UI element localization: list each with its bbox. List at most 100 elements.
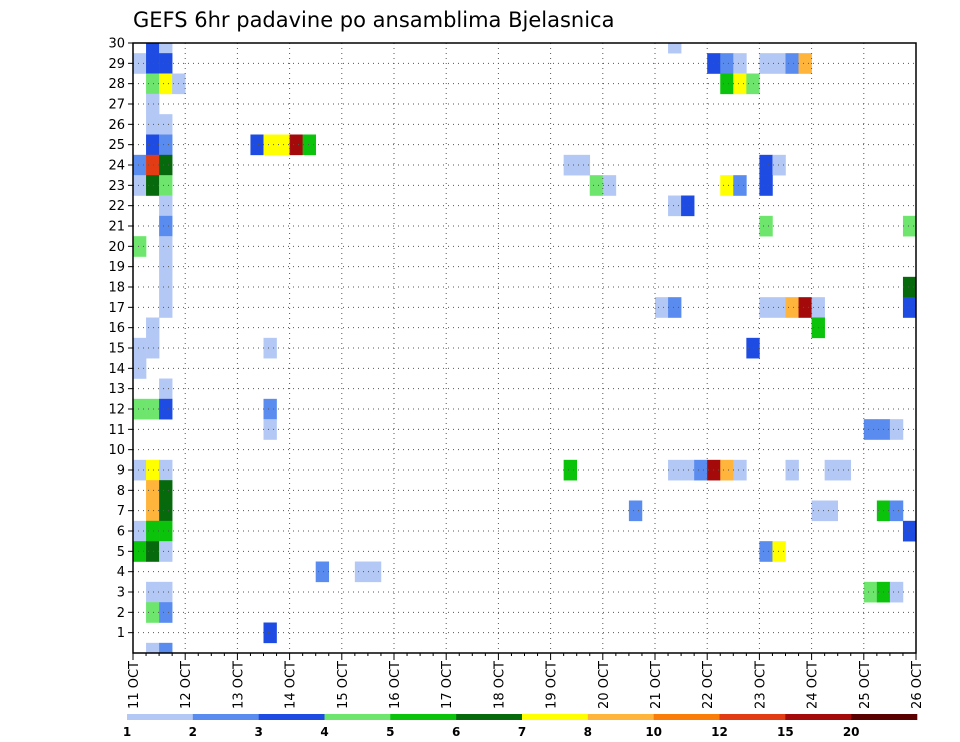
y-axis: 1234567891011121314151617181920212223242… (108, 37, 133, 641)
heatmap-cell (902, 215, 917, 237)
heatmap-cell (146, 175, 160, 196)
heatmap-cell (785, 459, 799, 481)
heatmap-cell (146, 154, 160, 176)
colorbar-label: 5 (386, 725, 394, 739)
heatmap-cell (759, 53, 773, 74)
colorbar-label: 20 (843, 725, 860, 739)
colorbar-swatch (258, 714, 325, 720)
heatmap-cell (785, 53, 799, 74)
colorbar-label: 7 (518, 725, 526, 739)
heatmap-cell (589, 175, 604, 196)
heatmap-cell (759, 541, 773, 562)
heatmap-cell (133, 398, 147, 420)
heatmap-cell (146, 73, 160, 95)
x-tick-label: 24 OCT (806, 661, 821, 709)
heatmap-cell (146, 541, 160, 562)
y-tick-label: 27 (108, 98, 125, 113)
heatmap-cell (133, 154, 147, 176)
heatmap-cell (263, 337, 277, 359)
heatmap-cell (159, 541, 173, 562)
heatmap-cell (902, 276, 917, 298)
heatmap-cell (159, 256, 173, 278)
heatmap-cell (159, 73, 173, 95)
x-tick-label: 20 OCT (597, 661, 612, 709)
chart-title: GEFS 6hr padavine po ansamblima Bjelasni… (133, 8, 614, 32)
heatmap-cell (159, 195, 173, 217)
heatmap-cell (563, 459, 577, 481)
heatmap-cell (772, 541, 786, 562)
heatmap-cell (733, 175, 747, 196)
y-tick-label: 10 (108, 443, 125, 458)
heatmap-cell (668, 297, 682, 318)
heatmap-cell (146, 398, 160, 420)
colorbar-swatch (719, 714, 786, 720)
x-tick-label: 18 OCT (492, 661, 507, 709)
heatmap-cell (354, 561, 369, 583)
y-tick-label: 19 (108, 260, 125, 275)
colorbar-label: 6 (452, 725, 460, 739)
y-tick-label: 6 (117, 525, 125, 540)
heatmap-cell (759, 175, 773, 196)
x-axis: 11 OCT 12 OCT 13 OCT 14 OCT 15 OCT 16 OCT 17 O… (127, 653, 925, 709)
x-tick-label: 23 OCT (753, 661, 768, 709)
heatmap-cell (681, 195, 695, 217)
x-tick-label: 19 OCT (545, 661, 560, 709)
colorbar-label: 8 (584, 725, 592, 739)
x-tick-label: 12 OCT (179, 661, 194, 709)
y-tick-label: 29 (108, 57, 125, 72)
heatmap-cell (668, 195, 682, 217)
heatmap-cell (146, 459, 160, 481)
x-tick-label: 14 OCT (284, 661, 299, 709)
heatmap-cell (655, 297, 669, 318)
heatmap-cell (146, 43, 160, 54)
heatmap-cell (159, 276, 173, 298)
heatmap-cell (159, 297, 173, 318)
colorbar-swatch (653, 714, 720, 720)
heatmap-cell (133, 175, 147, 196)
y-tick-label: 17 (108, 301, 125, 316)
y-tick-label: 13 (108, 382, 125, 397)
heatmap-cell (785, 297, 799, 318)
y-tick-label: 8 (117, 484, 125, 499)
heatmap-cell (772, 154, 786, 176)
y-tick-label: 4 (117, 565, 125, 580)
heatmap-cell (159, 642, 173, 654)
y-tick-label: 7 (117, 504, 125, 519)
heatmap-cell (159, 43, 173, 54)
heatmap-cell (720, 459, 734, 481)
heatmap-cell (159, 459, 173, 481)
heatmap-cell (759, 297, 773, 318)
colorbar-label: 2 (189, 725, 197, 739)
heatmap-cell (133, 520, 147, 542)
x-tick-label: 15 OCT (336, 661, 351, 709)
heatmap-cell (159, 134, 173, 156)
heatmap-cell (263, 622, 277, 644)
heatmap-cell (668, 459, 682, 481)
heatmap-cell (733, 53, 747, 74)
heatmap-cell (720, 53, 734, 74)
colorbar-swatch (785, 714, 852, 720)
colorbar-label: 10 (645, 725, 662, 739)
y-tick-label: 14 (108, 362, 125, 377)
y-tick-label: 12 (108, 403, 125, 418)
heatmap-cell (159, 520, 173, 542)
heatmap-cell (733, 459, 747, 481)
heatmap-cell (159, 581, 173, 603)
heatmap-cell (159, 215, 173, 237)
heatmap-cell (889, 419, 904, 440)
heatmap-cell (146, 337, 160, 359)
y-tick-label: 21 (108, 220, 125, 235)
heatmap-cell (146, 520, 160, 542)
heatmap-cell (146, 114, 160, 135)
x-tick-label: 22 OCT (701, 661, 716, 709)
x-tick-label: 26 OCT (910, 661, 925, 709)
heatmap-cell (146, 93, 160, 115)
heatmap-cell (133, 541, 147, 562)
heatmap-cell (798, 297, 812, 318)
heatmap-cell (668, 43, 682, 54)
colorbar-swatch (456, 714, 523, 720)
colorbar-swatch (192, 714, 259, 720)
y-tick-label: 25 (108, 138, 125, 153)
heatmap-cell (889, 500, 904, 522)
heatmap-cell (289, 134, 303, 156)
